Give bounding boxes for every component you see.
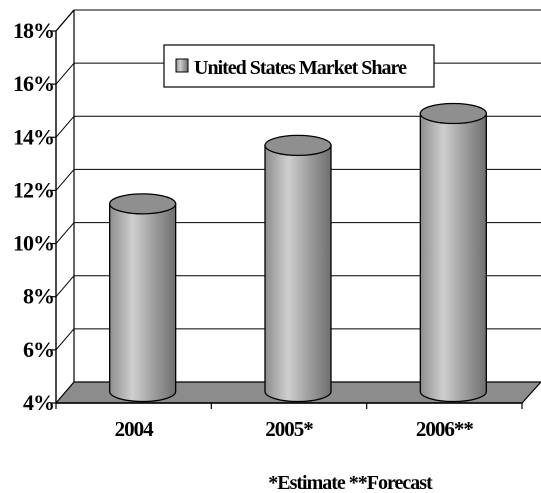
bar-2004: [109, 193, 177, 403]
bar-body: [264, 144, 332, 403]
plot-frame: [55, 9, 75, 403]
legend-swatch: [175, 58, 189, 73]
gridline-side: [55, 275, 75, 298]
x-axis-labels: 2004 2005* 2006**: [115, 417, 475, 441]
gridline-side: [55, 222, 75, 244]
y-tick-label: 18%: [13, 18, 54, 43]
bar-top-cap: [419, 102, 487, 125]
y-tick-label: 4%: [23, 390, 54, 415]
y-tick-label: 14%: [13, 124, 54, 149]
y-axis-tick-labels: 4% 6% 8% 10% 12% 14% 16% 18%: [13, 18, 55, 415]
bar-2006: [419, 102, 487, 403]
gridline-side: [55, 62, 75, 85]
legend: United States Market Share: [163, 44, 435, 88]
y-tick-label: 10%: [13, 231, 54, 256]
bar-2005: [264, 134, 332, 403]
y-tick-label: 16%: [13, 71, 54, 96]
bars: [109, 102, 487, 403]
x-category-label: 2006**: [416, 417, 474, 441]
x-category-label: 2005*: [265, 417, 313, 441]
y-tick-label: 6%: [23, 337, 54, 362]
x-category-label: 2004: [115, 417, 155, 441]
gridline-side: [55, 115, 75, 138]
gridline-side: [55, 169, 75, 191]
bar-body: [419, 112, 487, 403]
legend-label: United States Market Share: [194, 57, 407, 79]
footnote: *Estimate **Forecast: [268, 472, 433, 493]
bar-top-cap: [264, 134, 332, 157]
gridline-side: [55, 328, 75, 351]
bar-top-cap: [109, 193, 177, 215]
legend-box: [163, 44, 435, 88]
bar-body: [109, 203, 177, 403]
y-tick-label: 8%: [23, 284, 54, 309]
y-tick-label: 12%: [13, 177, 54, 202]
gridline-side: [55, 9, 75, 32]
